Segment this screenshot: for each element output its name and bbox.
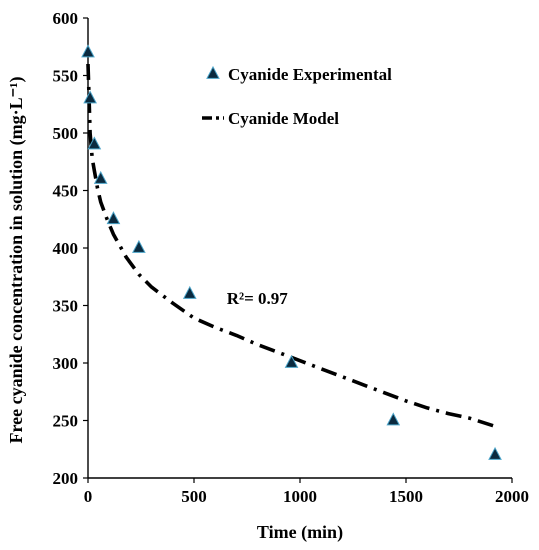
y-tick-label: 250 xyxy=(53,412,79,431)
y-tick-label: 400 xyxy=(53,239,79,258)
y-tick-label: 600 xyxy=(53,9,79,28)
x-tick-label: 1500 xyxy=(389,487,423,506)
y-axis-title: Free cyanide concentration in solution (… xyxy=(6,76,27,443)
x-axis-title: Time (min) xyxy=(257,522,343,543)
experimental-point xyxy=(106,211,121,225)
experimental-point xyxy=(93,170,108,184)
experimental-series xyxy=(81,44,502,460)
x-tick-label: 1000 xyxy=(283,487,317,506)
y-tick-label: 350 xyxy=(53,297,79,316)
x-tick-label: 500 xyxy=(181,487,207,506)
y-tick-label: 500 xyxy=(53,124,79,143)
experimental-point xyxy=(182,285,197,299)
x-tick-label: 0 xyxy=(84,487,93,506)
y-tick-label: 550 xyxy=(53,67,79,86)
legend-marker-triangle xyxy=(206,65,220,79)
axes xyxy=(87,18,512,479)
experimental-point xyxy=(81,44,95,58)
experimental-point xyxy=(488,446,502,460)
y-tick-label: 450 xyxy=(53,182,79,201)
model-curve xyxy=(86,63,496,429)
legend-label-experimental: Cyanide Experimental xyxy=(228,65,392,84)
experimental-point xyxy=(83,90,97,104)
experimental-point xyxy=(132,239,146,253)
r-squared-annotation: R²= 0.97 xyxy=(227,289,289,308)
y-tick-label: 200 xyxy=(53,469,79,488)
legend-label-model: Cyanide Model xyxy=(228,109,339,128)
experimental-point xyxy=(87,136,102,150)
experimental-point xyxy=(386,412,401,426)
ticks: 200 250 300 350 400 450 500 550 600 0 500 1000 1500 2… xyxy=(53,9,530,506)
legend: Cyanide Experimental Cyanide Model xyxy=(202,65,392,128)
experimental-point xyxy=(284,354,299,368)
x-tick-label: 2000 xyxy=(495,487,529,506)
model-series xyxy=(86,63,496,429)
y-tick-label: 300 xyxy=(53,354,79,373)
